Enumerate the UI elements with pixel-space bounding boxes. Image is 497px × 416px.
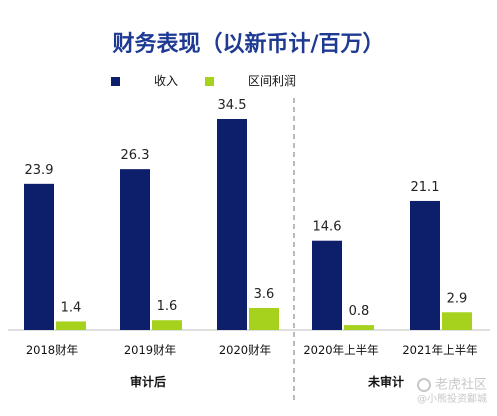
data-label-revenue: 34.5	[218, 98, 247, 113]
data-label-profit: 3.6	[254, 287, 275, 302]
bar-revenue	[120, 169, 150, 330]
bar-revenue	[410, 200, 440, 330]
group-label-audited: 审计后	[130, 374, 166, 389]
x-tick-label: 2020财年	[219, 343, 271, 357]
bar-profit	[249, 307, 279, 330]
chart-title: 财务表现（以新币计/百万）	[112, 32, 385, 57]
bar-profit	[344, 325, 374, 330]
x-tick-label: 2019财年	[124, 343, 176, 357]
legend-label-profit: 区间利润	[248, 74, 297, 88]
data-label-revenue: 14.6	[313, 220, 342, 235]
data-label-revenue: 21.1	[411, 180, 440, 195]
bar-revenue	[217, 119, 247, 330]
data-label-profit: 2.9	[447, 291, 468, 306]
data-label-profit: 1.6	[157, 299, 178, 314]
data-label-profit: 1.4	[61, 300, 82, 315]
tiger-logo-icon	[416, 378, 431, 392]
x-tick-label: 2021年上半年	[402, 343, 477, 357]
legend-swatch-profit	[205, 77, 214, 86]
watermark-sub: @小熊投资鄙城	[417, 393, 487, 405]
watermark: 老虎社区 @小熊投资鄙城	[416, 377, 487, 407]
bar-profit	[56, 321, 86, 330]
group-label-unaudited: 未审计	[367, 374, 404, 389]
bar-profit	[152, 320, 182, 330]
watermark-brand: 老虎社区	[434, 377, 487, 393]
bar-revenue	[312, 240, 342, 330]
x-tick-label: 2020年上半年	[303, 343, 378, 357]
data-label-profit: 0.8	[349, 304, 370, 319]
legend-item-profit: 区间利润	[205, 72, 296, 89]
legend-label-revenue: 收入	[154, 74, 179, 88]
data-label-revenue: 26.3	[121, 148, 150, 163]
legend-swatch-revenue	[111, 77, 120, 86]
x-tick-label: 2018财年	[26, 343, 78, 357]
bar-revenue	[24, 183, 54, 330]
legend-item-revenue: 收入	[111, 72, 178, 89]
bar-profit	[442, 312, 472, 330]
data-label-revenue: 23.9	[25, 163, 54, 178]
